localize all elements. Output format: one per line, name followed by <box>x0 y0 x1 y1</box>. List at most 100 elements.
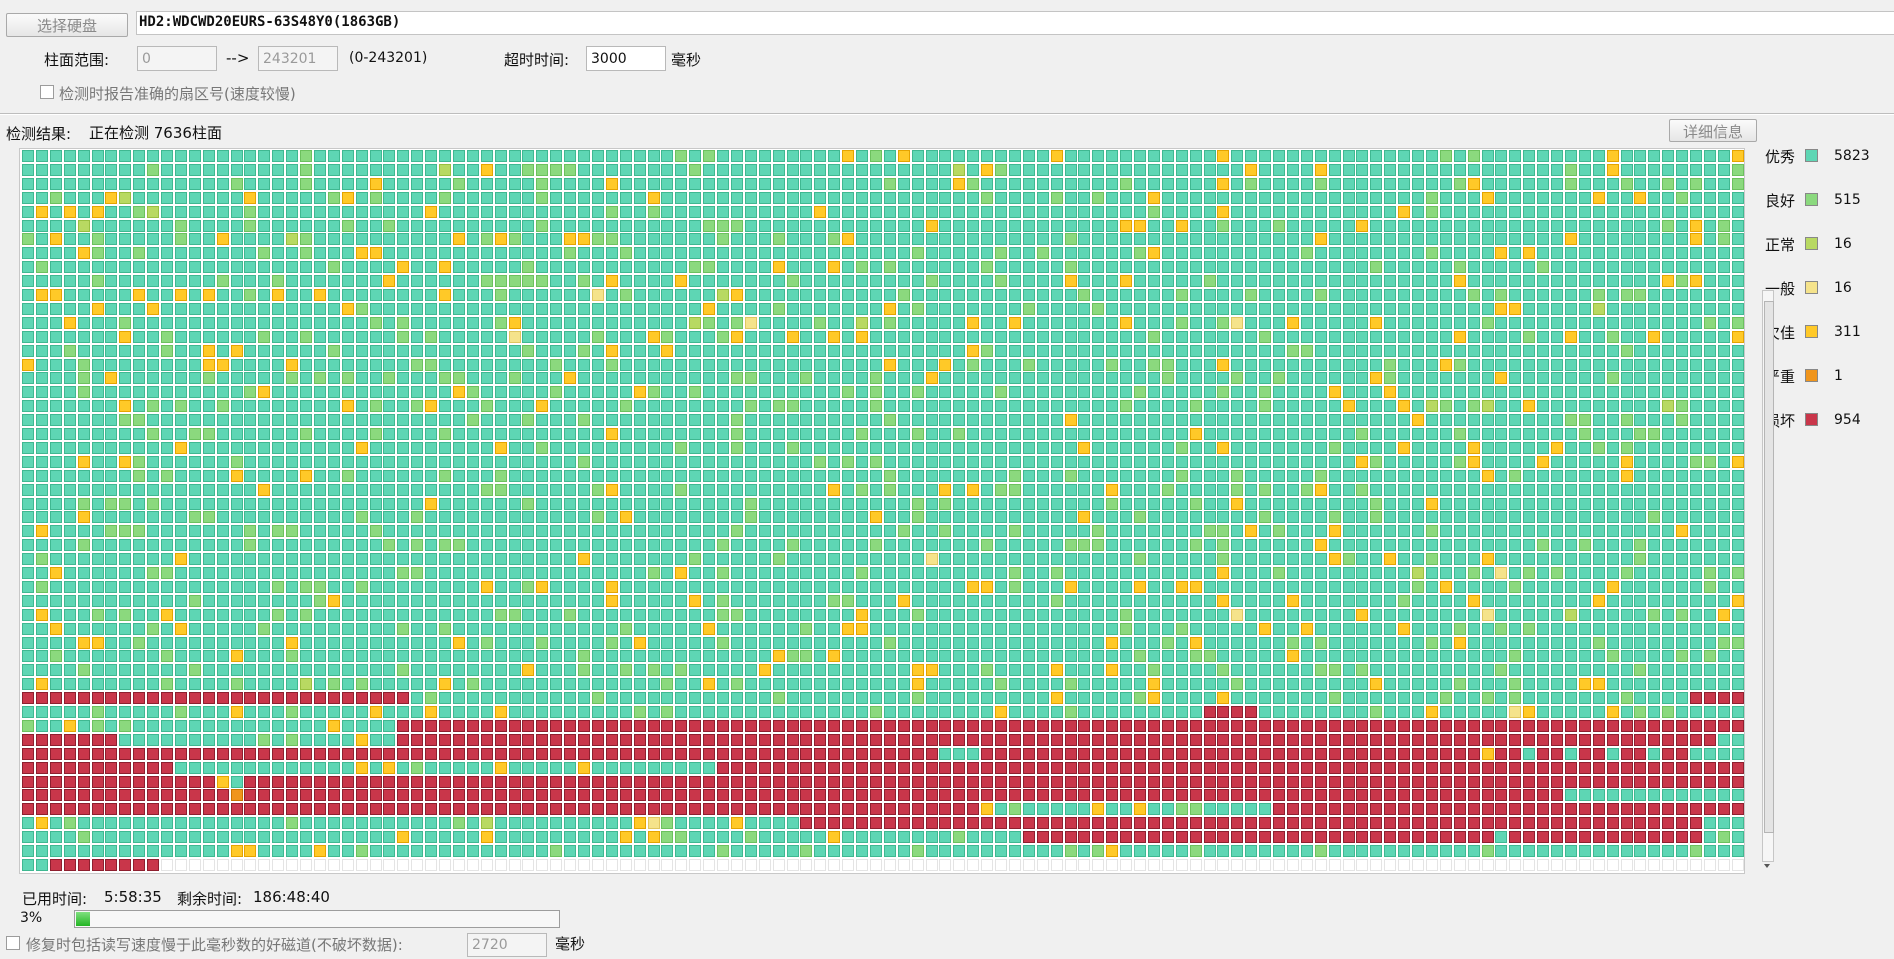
sector-cell <box>22 164 34 176</box>
sector-cell <box>661 372 673 384</box>
cylinder-from-input[interactable] <box>137 46 217 71</box>
sector-cell <box>1384 261 1396 273</box>
sector-cell <box>1259 414 1271 426</box>
cylinder-to-input[interactable] <box>258 46 338 71</box>
sector-cell <box>620 414 632 426</box>
sector-cell <box>147 164 159 176</box>
sector-cell <box>926 275 938 287</box>
sector-cell <box>1120 372 1132 384</box>
sector-cell <box>1593 414 1605 426</box>
sector-cell <box>64 623 76 635</box>
sector-cell <box>814 428 826 440</box>
sector-cell <box>425 331 437 343</box>
sector-cell <box>1593 331 1605 343</box>
sector-cell <box>981 359 993 371</box>
sector-cell <box>1621 581 1633 593</box>
sector-cell <box>1593 442 1605 454</box>
sector-cell <box>995 553 1007 565</box>
sector-cell <box>856 498 868 510</box>
sector-cell <box>1537 553 1549 565</box>
sector-cell <box>1551 400 1563 412</box>
sector-cell <box>870 470 882 482</box>
sector-cell <box>1398 525 1410 537</box>
sector-cell <box>1704 359 1716 371</box>
sector-cell <box>1051 233 1063 245</box>
sector-cell <box>856 317 868 329</box>
sector-cell <box>1259 498 1271 510</box>
sector-cell <box>661 650 673 662</box>
details-button[interactable]: 详细信息 <box>1669 119 1757 142</box>
sector-cell <box>1676 511 1688 523</box>
sector-cell <box>1648 678 1660 690</box>
sector-cell <box>1384 275 1396 287</box>
sector-cell <box>1482 345 1494 357</box>
sector-cell <box>411 192 423 204</box>
sector-cell <box>92 567 104 579</box>
sector-cell <box>620 623 632 635</box>
sector-cell <box>495 400 507 412</box>
sector-cell <box>648 164 660 176</box>
sector-cell <box>536 206 548 218</box>
sector-cell <box>1037 164 1049 176</box>
sector-cell <box>981 539 993 551</box>
sector-cell <box>1273 511 1285 523</box>
sector-cell <box>1384 359 1396 371</box>
sector-cell <box>495 178 507 190</box>
sector-cell <box>1454 664 1466 676</box>
sector-cell <box>703 359 715 371</box>
sector-cell <box>1065 525 1077 537</box>
select-disk-button[interactable]: 选择硬盘 <box>6 13 128 37</box>
sector-cell <box>1092 400 1104 412</box>
sector-cell <box>1315 289 1327 301</box>
sector-cell <box>1454 289 1466 301</box>
sector-cell <box>1662 623 1674 635</box>
sector-cell <box>481 303 493 315</box>
sector-cell <box>1176 581 1188 593</box>
sector-cell <box>1051 289 1063 301</box>
sector-cell <box>1537 484 1549 496</box>
sector-cell <box>50 164 62 176</box>
sector-cell <box>648 192 660 204</box>
sector-cell <box>912 609 924 621</box>
sector-cell <box>467 386 479 398</box>
sector-cell <box>884 331 896 343</box>
sector-cell <box>161 303 173 315</box>
sector-cell <box>1593 261 1605 273</box>
sector-cell <box>509 247 521 259</box>
sector-cell <box>370 275 382 287</box>
sector-cell <box>967 637 979 649</box>
sector-cell <box>467 428 479 440</box>
sector-cell <box>926 331 938 343</box>
timeout-input[interactable] <box>586 46 666 71</box>
sector-cell <box>1384 372 1396 384</box>
sector-cell <box>425 511 437 523</box>
sector-cell <box>578 456 590 468</box>
sector-cell <box>1287 525 1299 537</box>
sector-cell <box>856 637 868 649</box>
sector-cell <box>995 581 1007 593</box>
sector-cell <box>189 581 201 593</box>
sector-cell <box>745 206 757 218</box>
sector-cell <box>1482 192 1494 204</box>
sector-cell <box>884 164 896 176</box>
sector-cell <box>119 567 131 579</box>
sector-cell <box>78 372 90 384</box>
sector-cell <box>1662 525 1674 537</box>
sector-cell <box>828 442 840 454</box>
sector-cell <box>1092 623 1104 635</box>
sector-cell <box>1259 261 1271 273</box>
sector-cell <box>161 650 173 662</box>
sector-cell <box>1176 456 1188 468</box>
sector-cell <box>1190 678 1202 690</box>
sector-cell <box>481 470 493 482</box>
sector-cell <box>1009 428 1021 440</box>
sector-cell <box>536 331 548 343</box>
sector-cell <box>244 553 256 565</box>
sector-cell <box>1162 539 1174 551</box>
sector-cell <box>1106 345 1118 357</box>
sector-cell <box>1593 178 1605 190</box>
report-exact-sector-checkbox[interactable] <box>40 85 54 99</box>
sector-cell <box>1343 233 1355 245</box>
sector-cell <box>1704 498 1716 510</box>
sector-cell <box>175 442 187 454</box>
